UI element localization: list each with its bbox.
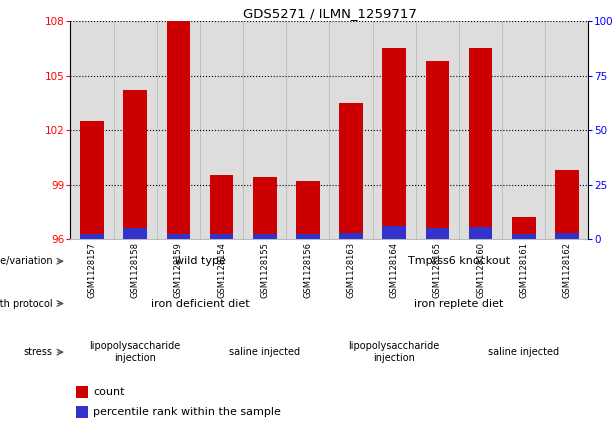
Text: lipopolysaccharide
injection: lipopolysaccharide injection — [89, 341, 181, 363]
Bar — [469, 227, 492, 239]
Text: growth protocol: growth protocol — [0, 299, 53, 308]
Bar — [339, 103, 363, 239]
Text: saline injected: saline injected — [229, 347, 300, 357]
Text: Tmprss6 knockout: Tmprss6 knockout — [408, 256, 510, 266]
Text: stress: stress — [24, 347, 53, 357]
Bar — [210, 176, 234, 239]
Bar — [75, 386, 88, 398]
Bar — [512, 217, 536, 239]
Bar — [80, 121, 104, 239]
Text: lipopolysaccharide
injection: lipopolysaccharide injection — [349, 341, 440, 363]
Bar — [253, 233, 276, 239]
Bar — [167, 21, 190, 239]
Bar — [75, 406, 88, 418]
Text: count: count — [93, 387, 124, 397]
Bar — [253, 177, 276, 239]
Text: saline injected: saline injected — [488, 347, 559, 357]
Text: iron replete diet: iron replete diet — [414, 299, 504, 308]
Bar — [80, 234, 104, 239]
Bar — [469, 48, 492, 239]
Bar — [425, 61, 449, 239]
Bar — [167, 233, 190, 239]
Bar — [123, 228, 147, 239]
Bar — [210, 234, 234, 239]
Bar — [555, 233, 579, 239]
Bar — [296, 181, 320, 239]
Text: percentile rank within the sample: percentile rank within the sample — [93, 407, 281, 417]
Bar — [123, 90, 147, 239]
Text: iron deficient diet: iron deficient diet — [151, 299, 249, 308]
Bar — [555, 170, 579, 239]
Bar — [425, 228, 449, 239]
Bar — [383, 48, 406, 239]
Bar — [383, 226, 406, 239]
Title: GDS5271 / ILMN_1259717: GDS5271 / ILMN_1259717 — [243, 7, 416, 20]
Text: genotype/variation: genotype/variation — [0, 256, 53, 266]
Bar — [512, 234, 536, 239]
Bar — [296, 234, 320, 239]
Text: wild type: wild type — [175, 256, 226, 266]
Bar — [339, 233, 363, 239]
